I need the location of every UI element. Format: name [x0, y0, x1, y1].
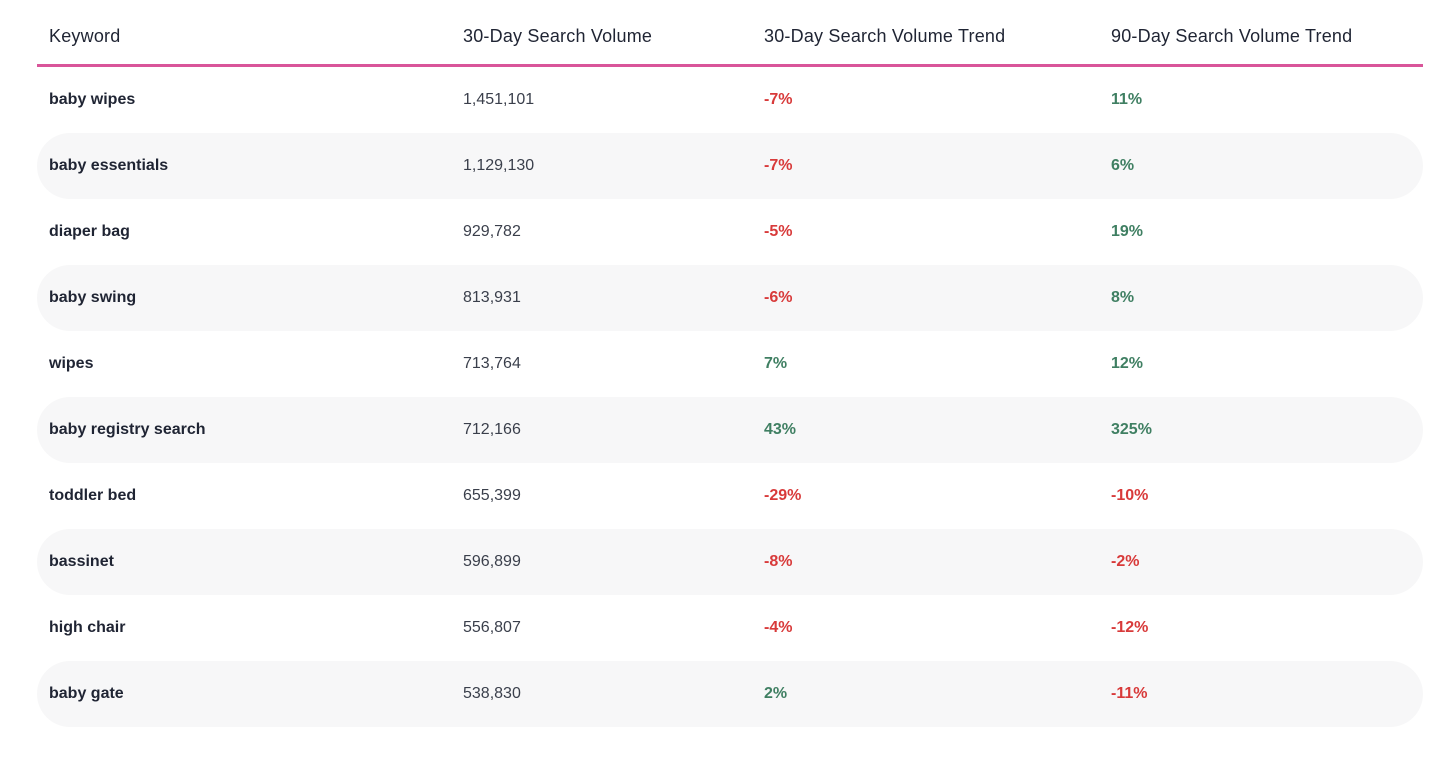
keyword-cell: wipes [49, 355, 94, 372]
column-header-keyword[interactable]: Keyword [49, 26, 121, 46]
trend-30-cell: 7% [764, 355, 788, 372]
table-row: bassinet 596,899 -8% -2% [37, 529, 1423, 595]
table-row: high chair 556,807 -4% -12% [37, 595, 1423, 661]
keyword-cell: baby wipes [49, 91, 136, 108]
trend-30-cell: -8% [764, 553, 793, 570]
volume-cell: 655,399 [463, 487, 521, 504]
trend-30-cell: -7% [764, 91, 793, 108]
trend-90-cell: 19% [1111, 223, 1144, 240]
volume-cell: 713,764 [463, 355, 521, 372]
trend-30-cell: -4% [764, 619, 793, 636]
keyword-cell: bassinet [49, 553, 114, 570]
trend-30-cell: -7% [764, 157, 793, 174]
keyword-cell: baby gate [49, 685, 124, 702]
volume-cell: 596,899 [463, 553, 521, 570]
trend-90-cell: 325% [1111, 421, 1152, 438]
column-header-90-day-trend[interactable]: 90-Day Search Volume Trend [1111, 26, 1353, 46]
volume-cell: 712,166 [463, 421, 521, 438]
table-row: wipes 713,764 7% 12% [37, 331, 1423, 397]
volume-cell: 929,782 [463, 223, 521, 240]
volume-cell: 1,451,101 [463, 91, 535, 108]
table-row: diaper bag 929,782 -5% 19% [37, 199, 1423, 265]
volume-cell: 813,931 [463, 289, 521, 306]
keyword-cell: diaper bag [49, 223, 130, 240]
trend-90-cell: 6% [1111, 157, 1135, 174]
table-row: baby essentials 1,129,130 -7% 6% [37, 133, 1423, 199]
trend-30-cell: -6% [764, 289, 793, 306]
keyword-cell: high chair [49, 619, 126, 636]
table-row: toddler bed 655,399 -29% -10% [37, 463, 1423, 529]
keyword-cell: toddler bed [49, 487, 137, 504]
table-header: Keyword 30-Day Search Volume 30-Day Sear… [37, 0, 1423, 67]
column-header-30-day-volume[interactable]: 30-Day Search Volume [463, 26, 653, 46]
trend-90-cell: 11% [1111, 91, 1143, 108]
trend-90-cell: 8% [1111, 289, 1135, 306]
trend-30-cell: 43% [764, 421, 797, 438]
table-row: baby registry search 712,166 43% 325% [37, 397, 1423, 463]
column-header-30-day-trend[interactable]: 30-Day Search Volume Trend [764, 26, 1006, 46]
trend-90-cell: -12% [1111, 619, 1149, 636]
keyword-cell: baby swing [49, 289, 137, 306]
trend-90-cell: -2% [1111, 553, 1140, 570]
keyword-table: Keyword 30-Day Search Volume 30-Day Sear… [37, 0, 1423, 727]
volume-cell: 1,129,130 [463, 157, 535, 174]
trend-30-cell: -5% [764, 223, 793, 240]
trend-90-cell: -10% [1111, 487, 1149, 504]
keyword-cell: baby essentials [49, 157, 169, 174]
table-row: baby gate 538,830 2% -11% [37, 661, 1423, 727]
volume-cell: 556,807 [463, 619, 521, 636]
keyword-cell: baby registry search [49, 421, 206, 438]
table-body: baby wipes 1,451,101 -7% 11% baby essent… [37, 67, 1423, 727]
trend-30-cell: 2% [764, 685, 788, 702]
trend-90-cell: -11% [1111, 685, 1148, 702]
trend-30-cell: -29% [764, 487, 802, 504]
trend-90-cell: 12% [1111, 355, 1144, 372]
table-row: baby wipes 1,451,101 -7% 11% [37, 67, 1423, 133]
table-row: baby swing 813,931 -6% 8% [37, 265, 1423, 331]
volume-cell: 538,830 [463, 685, 521, 702]
